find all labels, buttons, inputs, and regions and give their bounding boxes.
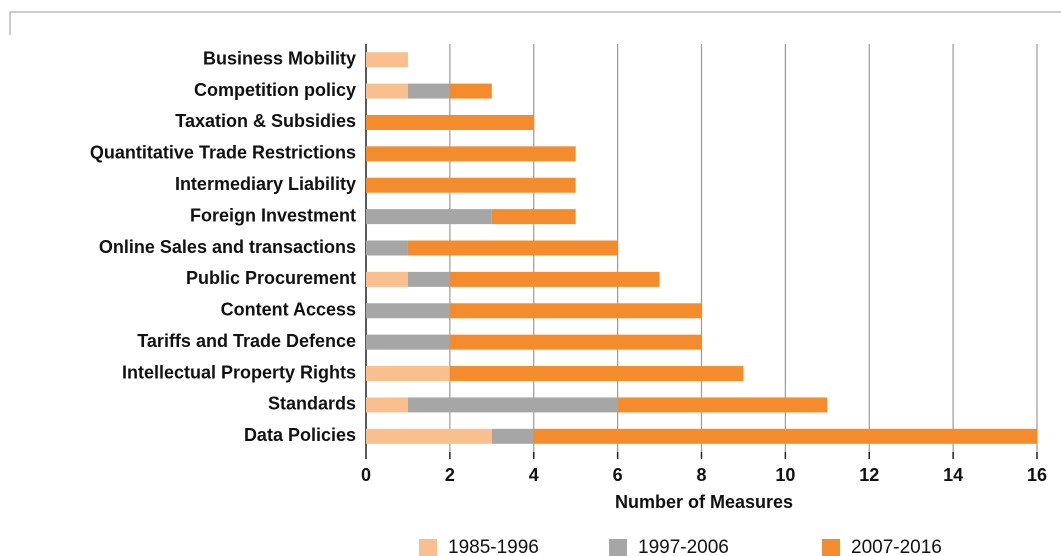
legend-label: 1985-1996	[448, 537, 539, 556]
bar-segment	[366, 146, 576, 162]
y-tick-label: Intellectual Property Rights	[122, 362, 356, 382]
bar-segment	[491, 428, 534, 444]
y-tick-label: Standards	[268, 394, 356, 414]
legend-swatch	[609, 539, 627, 556]
x-tick-label: 6	[613, 465, 623, 485]
x-tick-label: 14	[943, 465, 963, 485]
bar-segment	[449, 334, 702, 350]
y-tick-label: Online Sales and transactions	[99, 237, 356, 257]
y-tick-label: Data Policies	[244, 425, 356, 445]
x-axis-title: Number of Measures	[615, 492, 793, 512]
x-tick-label: 0	[361, 465, 371, 485]
bar-segment	[366, 366, 450, 382]
y-tick-label: Quantitative Trade Restrictions	[90, 143, 356, 163]
bar-segment	[366, 52, 408, 68]
y-tick-label: Taxation & Subsidies	[175, 111, 356, 131]
bar-segment	[366, 209, 492, 225]
bar-segment	[366, 271, 408, 287]
y-tick-label: Competition policy	[194, 80, 356, 100]
y-tick-label: Public Procurement	[186, 268, 356, 288]
y-tick-label: Foreign Investment	[190, 205, 356, 225]
bar-segment	[366, 240, 408, 256]
bar-segment	[366, 397, 408, 413]
bar-segment	[449, 303, 702, 319]
bar-segment	[617, 397, 828, 413]
bar-segment	[366, 334, 450, 350]
y-tick-label: Intermediary Liability	[175, 174, 356, 194]
bar-segment	[491, 209, 576, 225]
frame	[9, 11, 1061, 35]
bar-segment	[407, 397, 618, 413]
x-tick-label: 8	[696, 465, 706, 485]
legend-label: 2007-2016	[851, 537, 942, 556]
bar-segment	[407, 271, 450, 287]
bar-segment	[449, 83, 492, 99]
bar-segment	[366, 177, 576, 193]
x-tick-label: 2	[445, 465, 455, 485]
x-tick-label: 4	[529, 465, 539, 485]
bar-segment	[366, 114, 534, 130]
legend-swatch	[419, 539, 437, 556]
bar-segment	[366, 303, 450, 319]
legend-swatch	[822, 539, 840, 556]
bar-segment	[449, 366, 744, 382]
x-tick-label: 10	[775, 465, 795, 485]
bar-segment	[407, 240, 618, 256]
y-tick-label: Content Access	[221, 300, 356, 320]
x-tick-label: 16	[1027, 465, 1047, 485]
x-tick-label: 12	[859, 465, 879, 485]
bar-segment	[449, 271, 660, 287]
legend-label: 1997-2006	[638, 537, 729, 556]
bar-segment	[366, 428, 492, 444]
bar-segment	[407, 83, 450, 99]
y-tick-label: Business Mobility	[203, 48, 356, 68]
bar-segment	[533, 428, 1037, 444]
y-tick-label: Tariffs and Trade Defence	[137, 331, 356, 351]
bar-segment	[366, 83, 408, 99]
